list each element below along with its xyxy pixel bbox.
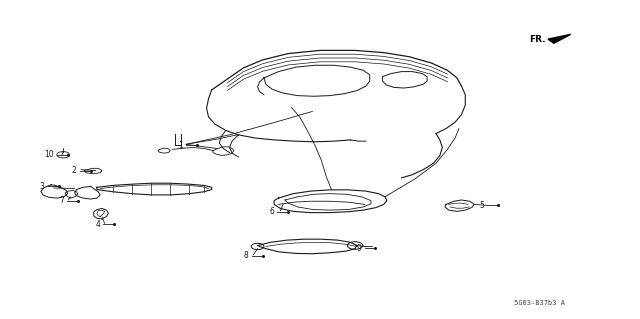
Text: 2: 2 xyxy=(72,166,77,175)
Text: 7: 7 xyxy=(59,196,64,205)
Text: 3: 3 xyxy=(40,182,45,191)
Text: FR.: FR. xyxy=(529,35,545,44)
Text: 6: 6 xyxy=(269,207,274,216)
Polygon shape xyxy=(548,34,571,43)
Text: 1: 1 xyxy=(179,141,183,150)
Text: 9: 9 xyxy=(356,243,362,253)
Text: 4: 4 xyxy=(95,220,100,229)
Text: 8: 8 xyxy=(244,251,248,260)
Text: 10: 10 xyxy=(44,150,54,159)
Text: 5: 5 xyxy=(479,201,484,210)
Text: 5G03-B37b3 A: 5G03-B37b3 A xyxy=(515,300,565,306)
